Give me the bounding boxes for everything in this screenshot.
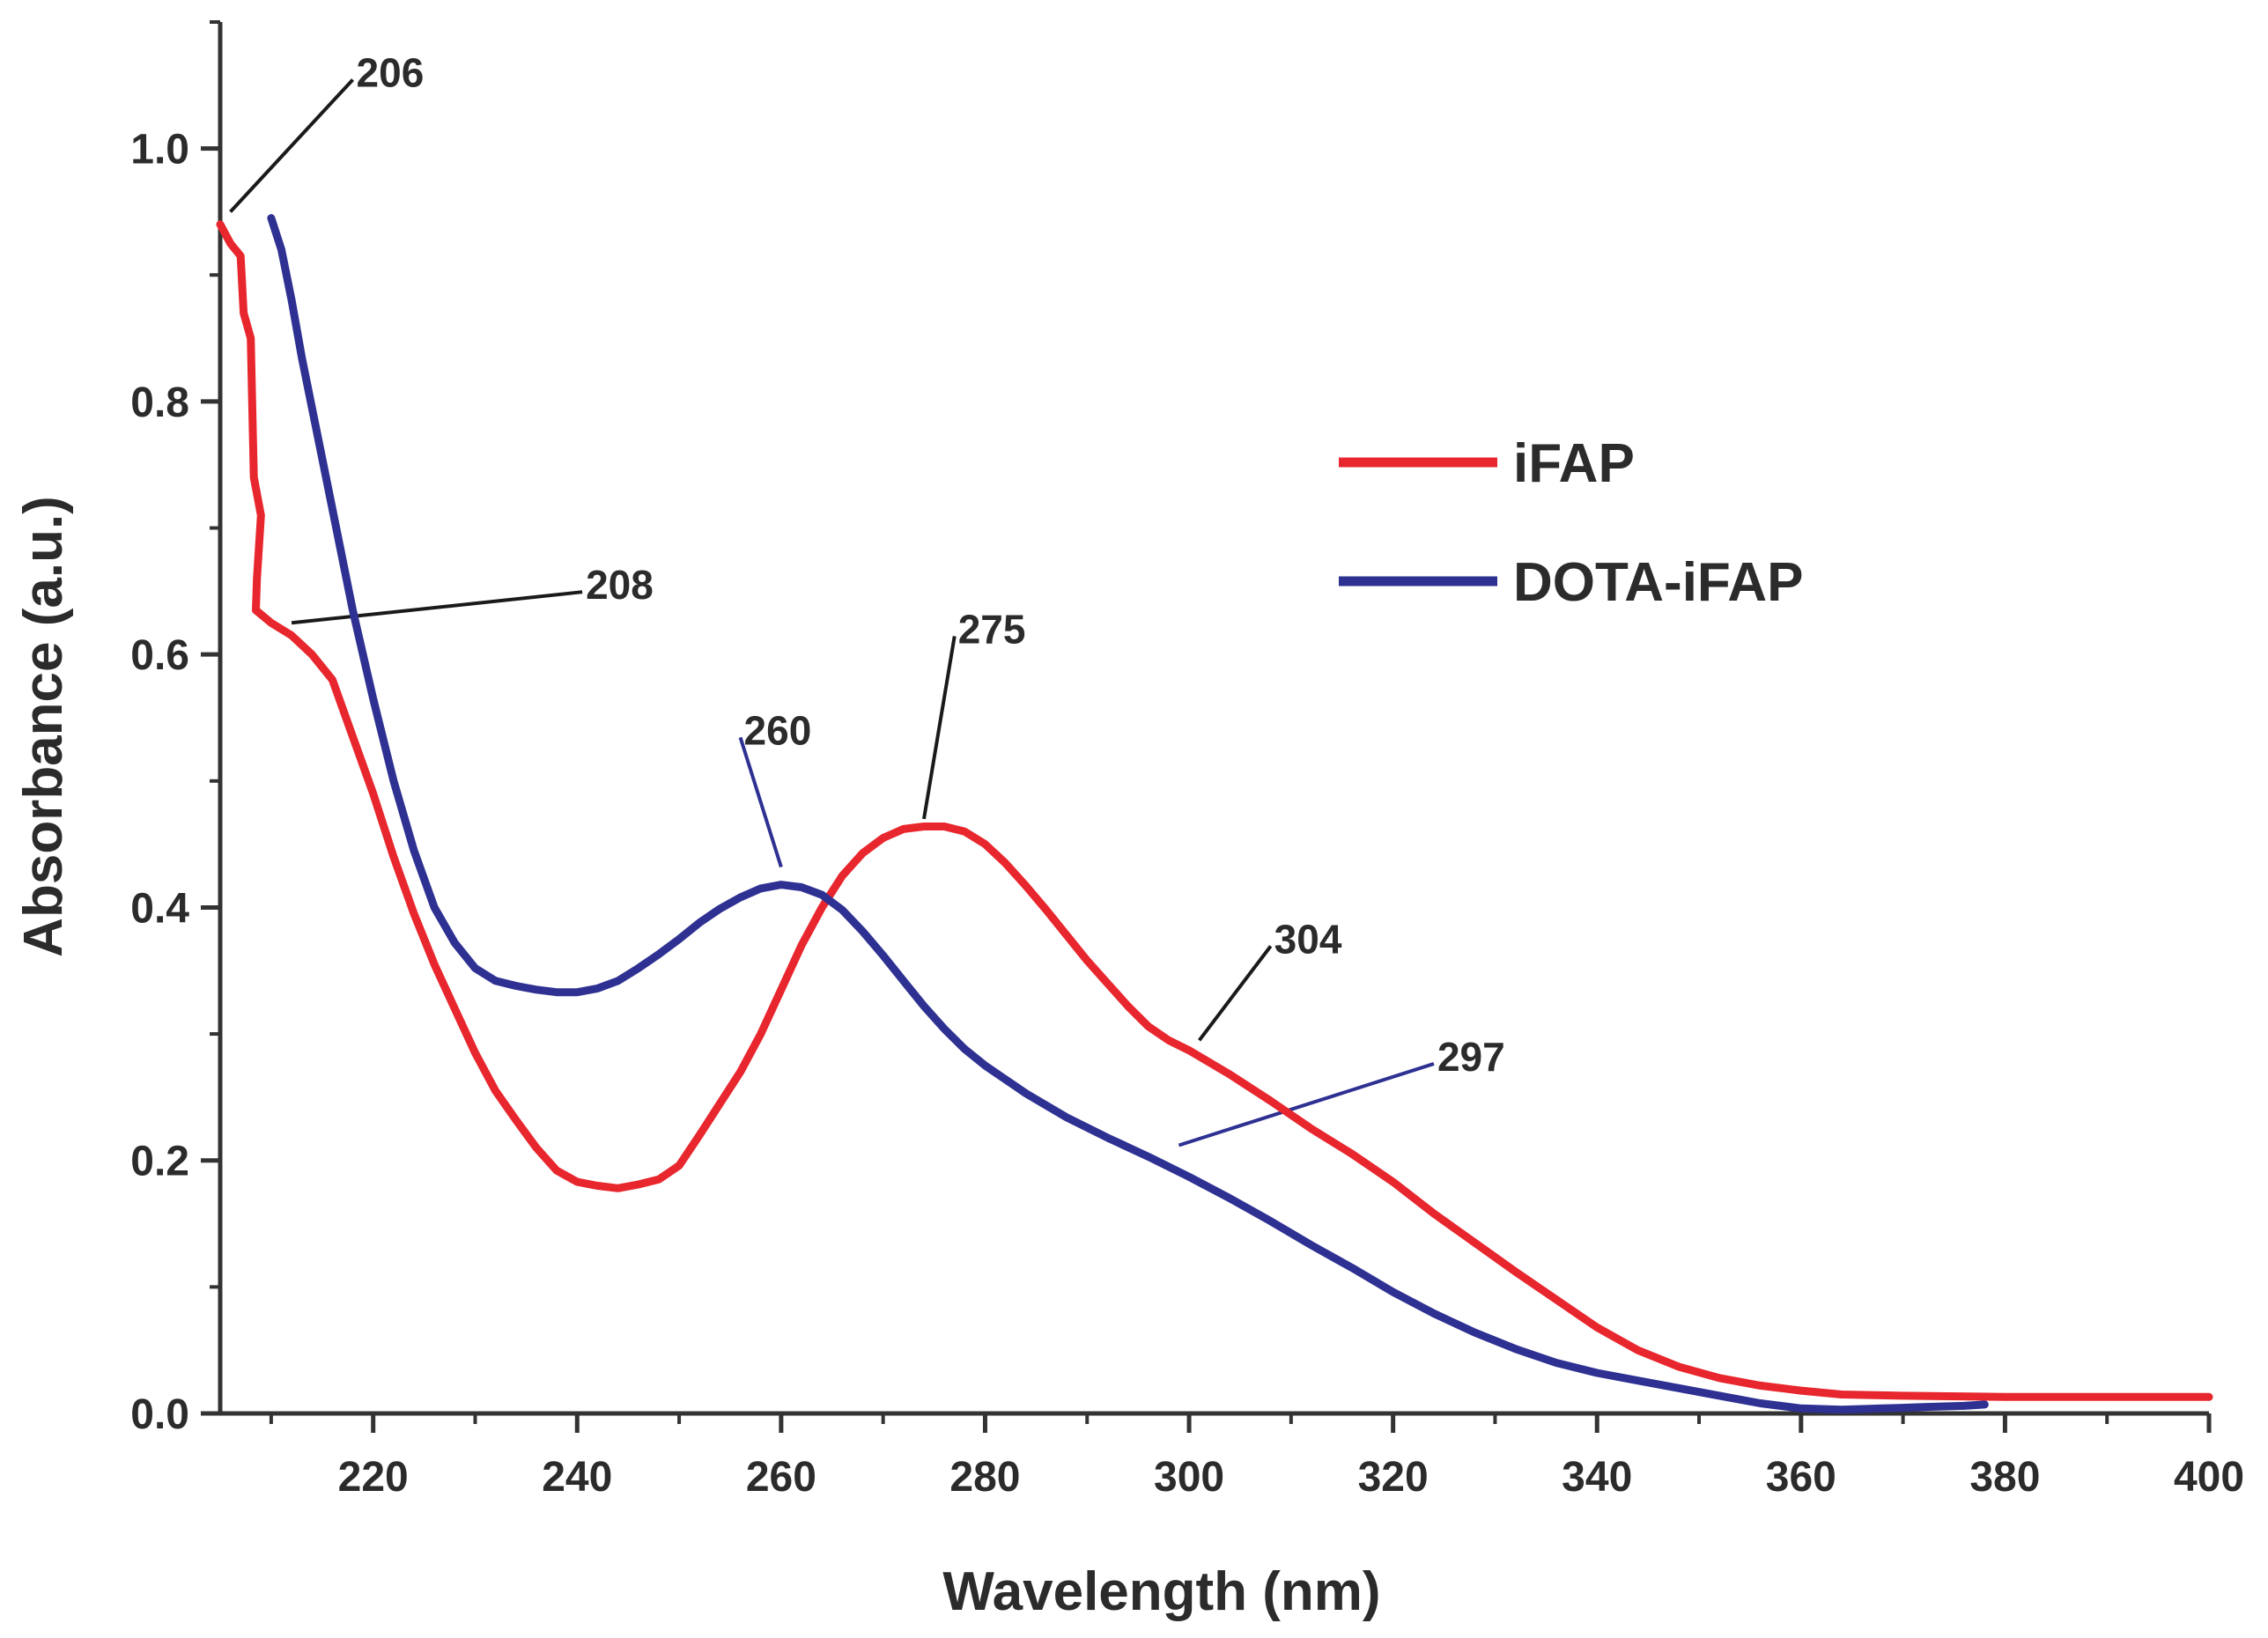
annotations: 206 208 260 275 304 297 — [229, 49, 1505, 1147]
legend-label-dota-ifap: DOTA-iFAP — [1513, 552, 1804, 613]
x-tick-label: 400 — [2174, 1454, 2244, 1501]
y-tick-label: 0.8 — [130, 380, 189, 426]
x-tick-label: 260 — [746, 1454, 816, 1501]
x-tick-label: 240 — [542, 1454, 612, 1501]
data-series — [216, 214, 2213, 1414]
y-tick-label: 0.4 — [130, 885, 189, 932]
y-tick-label: 0.2 — [130, 1139, 189, 1185]
annotation-leader-304 — [1198, 945, 1273, 1042]
annotation-label-208: 208 — [586, 562, 654, 608]
annotation-leader-297 — [1178, 1062, 1435, 1147]
annotation-label-304: 304 — [1274, 916, 1342, 962]
x-tick-label: 340 — [1562, 1454, 1632, 1501]
x-tick-label: 280 — [949, 1454, 1020, 1501]
x-tick-label: 320 — [1358, 1454, 1429, 1501]
series-line-dota-ifap — [267, 214, 1989, 1414]
annotation-label-275: 275 — [958, 606, 1026, 652]
x-ticks: 220 240 260 280 300 320 340 360 380 400 — [269, 1413, 2244, 1501]
x-tick-label: 300 — [1154, 1454, 1224, 1501]
legend: iFAP DOTA-iFAP — [1339, 433, 1804, 613]
annotation-leader-206 — [229, 78, 355, 213]
annotation-leader-208 — [291, 590, 583, 625]
x-tick-label: 380 — [1969, 1454, 2040, 1501]
x-tick-label: 360 — [1766, 1454, 1836, 1501]
y-axis-title: Absorbance (a.u.) — [13, 496, 74, 957]
y-ticks: 0.0 0.2 0.4 0.6 0.8 1.0 — [130, 20, 220, 1438]
legend-label-ifap: iFAP — [1513, 433, 1635, 494]
annotation-leader-260 — [738, 736, 783, 868]
x-axis-title: Wavelength (nm) — [942, 1561, 1380, 1622]
series-line-ifap — [216, 220, 2213, 1401]
annotation-label-206: 206 — [357, 49, 425, 95]
annotation-label-297: 297 — [1437, 1034, 1505, 1080]
y-tick-label: 1.0 — [130, 127, 189, 173]
annotation-label-260: 260 — [744, 707, 812, 753]
x-tick-label: 220 — [338, 1454, 409, 1501]
annotation-leader-275 — [922, 636, 957, 820]
y-tick-label: 0.0 — [130, 1391, 189, 1438]
axes: 220 240 260 280 300 320 340 360 380 400 0.0 0.2 0.4… — [130, 20, 2244, 1501]
y-tick-label: 0.6 — [130, 632, 189, 679]
